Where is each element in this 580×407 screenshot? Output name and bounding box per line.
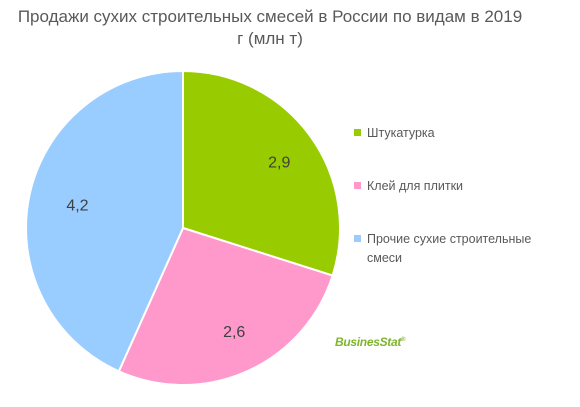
data-label-other-mixes: 4,2 — [66, 197, 88, 214]
chart-title: Продажи сухих строительных смесей в Росс… — [0, 6, 540, 50]
legend-swatch-other-mixes — [354, 235, 361, 242]
pie-slice-tile-adhesive — [117, 226, 334, 386]
chart-title-line-2: г (млн т) — [237, 29, 303, 48]
data-label-plaster: 2,9 — [268, 154, 290, 171]
legend: Штукатурка Клей для плитки Прочие сухие … — [354, 124, 569, 302]
legend-item-other-mixes: Прочие сухие строительные смеси — [354, 230, 569, 268]
legend-label-tile-adhesive: Клей для плитки — [367, 179, 464, 193]
legend-label-other-mixes: Прочие сухие строительные смеси — [367, 232, 532, 265]
legend-item-plaster: Штукатурка — [354, 124, 569, 143]
legend-label-plaster: Штукатурка — [367, 126, 435, 140]
pie-slice-plaster — [182, 69, 341, 277]
chart-title-line-1: Продажи сухих строительных смесей в Росс… — [17, 7, 523, 26]
pie-slice-other-mixes — [25, 69, 184, 373]
businesstat-logo: BusinesStat® — [335, 335, 405, 349]
legend-swatch-tile-adhesive — [354, 182, 361, 189]
legend-item-tile-adhesive: Клей для плитки — [354, 177, 569, 196]
legend-swatch-plaster — [354, 129, 361, 136]
logo-text: BusinesStat — [335, 335, 402, 349]
data-label-tile-adhesive: 2,6 — [223, 324, 245, 341]
logo-registered-mark: ® — [401, 337, 406, 343]
